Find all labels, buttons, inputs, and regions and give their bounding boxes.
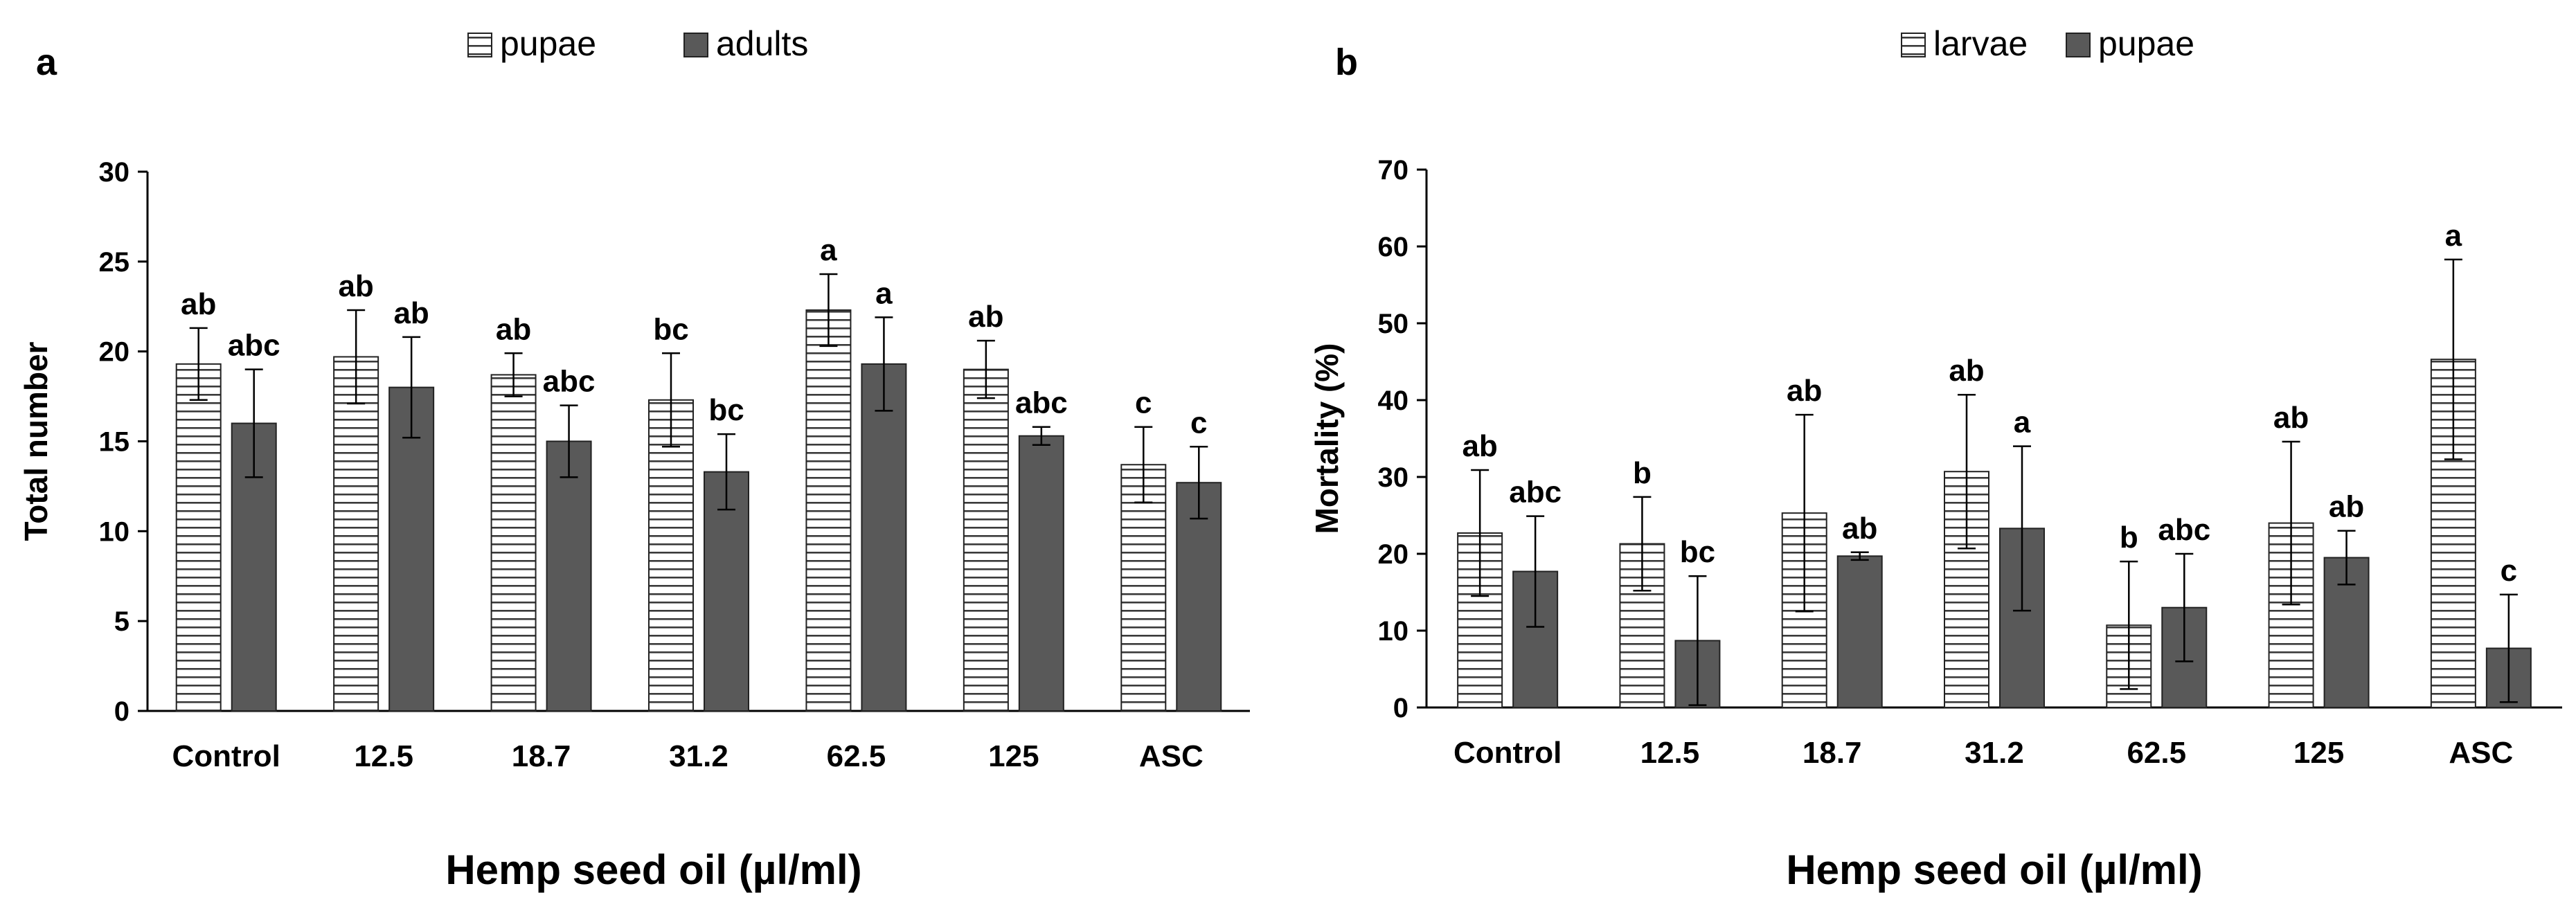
legend-swatch-pupae xyxy=(467,33,492,57)
significance-label-adults: a xyxy=(875,276,893,310)
y-tick-label: 60 xyxy=(1378,232,1409,262)
bar-adults xyxy=(1018,435,1064,712)
significance-label-pupae: a xyxy=(2014,406,2031,440)
bar-pupae xyxy=(1836,555,1883,709)
bar-adults xyxy=(546,440,592,712)
x-category-label: Control xyxy=(1454,736,1562,770)
y-axis-title-b: Mortality (%) xyxy=(1309,343,1345,534)
panel-letter-b: b xyxy=(1335,42,1358,83)
chart-panel-a: a pupae adults051015202530ababcControlabab… xyxy=(18,24,1250,893)
significance-label-pupae: ab xyxy=(2329,490,2364,524)
significance-label-larvae: a xyxy=(2445,219,2462,253)
bar-pupae xyxy=(333,356,379,712)
y-tick-label: 15 xyxy=(99,427,130,458)
significance-label-pupae: abc xyxy=(2158,513,2210,547)
legend-swatch-larvae xyxy=(1901,33,1926,57)
legend-label-adults: adults xyxy=(716,24,808,63)
significance-label-larvae: b xyxy=(2120,521,2138,554)
y-tick-label: 30 xyxy=(99,157,130,188)
significance-label-larvae: b xyxy=(1633,456,1652,490)
x-category-label: 12.5 xyxy=(1640,736,1700,770)
chart-panel-b: b larvae pupae010203040506070ababcControlb… xyxy=(1309,24,2562,893)
y-tick-label: 10 xyxy=(1378,616,1409,647)
significance-label-larvae: ab xyxy=(1462,429,1497,463)
x-category-label: 62.5 xyxy=(827,739,886,773)
significance-label-larvae: ab xyxy=(1787,374,1822,408)
x-axis-title-b: Hemp seed oil (µl/ml) xyxy=(1786,847,2202,893)
bar-pupae xyxy=(1120,464,1167,712)
y-tick-label: 10 xyxy=(99,516,130,547)
x-category-label: 62.5 xyxy=(2127,736,2186,770)
x-category-label: ASC xyxy=(2449,736,2513,770)
panel-letter-a: a xyxy=(36,42,57,83)
y-tick-label: 25 xyxy=(99,247,130,278)
y-tick-label: 20 xyxy=(1378,539,1409,570)
significance-label-adults: c xyxy=(1190,406,1207,440)
significance-label-larvae: ab xyxy=(2273,401,2309,435)
significance-label-adults: bc xyxy=(708,393,744,427)
y-tick-label: 40 xyxy=(1378,386,1409,416)
bar-pupae xyxy=(805,309,852,712)
legend-swatch-pupae xyxy=(2066,33,2091,57)
x-category-label: 125 xyxy=(2293,736,2344,770)
significance-label-pupae: ab xyxy=(181,287,216,321)
legend-label-larvae: larvae xyxy=(1933,24,2028,63)
significance-label-pupae: abc xyxy=(1509,476,1562,509)
significance-label-adults: abc xyxy=(228,329,280,363)
bar-pupae xyxy=(175,363,222,712)
y-axis-title-a: Total number xyxy=(18,341,54,541)
x-axis-title-a: Hemp seed oil (µl/ml) xyxy=(445,847,861,893)
bar-pupae xyxy=(963,368,1009,712)
significance-label-pupae: ab xyxy=(1842,512,1877,545)
significance-label-larvae: ab xyxy=(1949,354,1984,388)
legend-label-pupae: pupae xyxy=(2098,24,2194,63)
bar-pupae xyxy=(490,374,537,712)
y-tick-label: 20 xyxy=(99,337,130,368)
y-tick-label: 70 xyxy=(1378,155,1409,186)
x-category-label: 18.7 xyxy=(512,739,571,773)
y-tick-label: 0 xyxy=(114,696,129,727)
significance-label-pupae: c xyxy=(1135,386,1152,420)
x-category-label: Control xyxy=(172,739,280,773)
x-category-label: 31.2 xyxy=(669,739,728,773)
x-category-label: 18.7 xyxy=(1803,736,1862,770)
bar-adults xyxy=(1176,482,1222,712)
significance-label-pupae: a xyxy=(820,233,837,267)
y-tick-label: 50 xyxy=(1378,309,1409,339)
bar-adults xyxy=(861,363,907,712)
y-tick-label: 5 xyxy=(114,606,129,637)
legend-label-pupae: pupae xyxy=(500,24,596,63)
bar-pupae xyxy=(648,399,694,712)
x-category-label: 31.2 xyxy=(1965,736,2024,770)
significance-label-pupae: bc xyxy=(653,312,688,346)
significance-label-adults: ab xyxy=(393,296,429,330)
y-tick-label: 0 xyxy=(1393,693,1408,723)
legend-swatch-adults xyxy=(683,33,708,57)
significance-label-adults: abc xyxy=(543,365,596,399)
significance-label-pupae: c xyxy=(2501,554,2517,588)
y-tick-label: 30 xyxy=(1378,462,1409,493)
x-category-label: ASC xyxy=(1139,739,1204,773)
x-category-label: 125 xyxy=(988,739,1039,773)
bar-larvae xyxy=(2430,359,2476,708)
significance-label-pupae: bc xyxy=(1680,535,1715,569)
x-category-label: 12.5 xyxy=(354,739,413,773)
significance-label-pupae: ab xyxy=(968,300,1003,334)
significance-label-pupae: ab xyxy=(496,312,531,346)
significance-label-pupae: ab xyxy=(338,269,373,303)
significance-label-adults: abc xyxy=(1015,386,1068,420)
